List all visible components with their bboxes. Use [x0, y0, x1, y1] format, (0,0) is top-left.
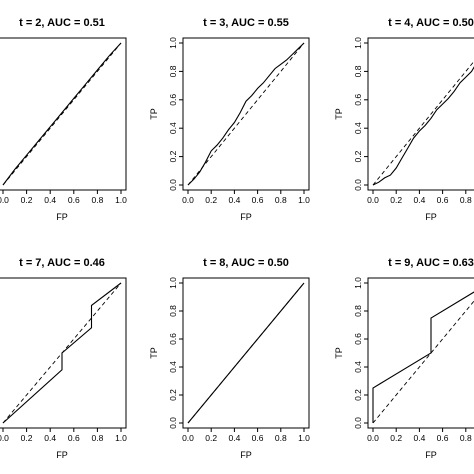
x-tick-label: 0.2	[205, 433, 217, 443]
x-tick-label: 0.4	[44, 433, 56, 443]
x-tick-label: 0.4	[413, 433, 425, 443]
x-tick-label: 0.6	[437, 433, 449, 443]
x-tick-label: 0.0	[182, 195, 194, 205]
x-tick-label: 0.2	[21, 433, 33, 443]
roc-curve-line	[2, 282, 122, 424]
y-tick-label: 0.6	[353, 94, 363, 106]
roc-curve-line	[2, 42, 122, 186]
x-tick-label: 0.8	[460, 433, 472, 443]
x-tick-label: 0.0	[367, 433, 379, 443]
y-tick-label: 0.8	[353, 65, 363, 77]
x-tick-label: 0.8	[91, 433, 103, 443]
plot-title: t = 7, AUC = 0.46	[19, 257, 105, 269]
plot-frame	[367, 37, 474, 191]
plot-frame	[182, 277, 310, 429]
plot-title: t = 3, AUC = 0.55	[203, 17, 289, 29]
x-tick-label: 0.2	[21, 195, 33, 205]
plot-title: t = 4, AUC = 0.50	[388, 17, 474, 29]
roc-curve-line	[372, 66, 474, 186]
y-tick-label: 0.8	[168, 305, 178, 317]
plot-frame	[0, 277, 127, 429]
x-axis-label: FP	[56, 212, 68, 222]
x-tick-label: 0.8	[460, 195, 472, 205]
y-tick-label: 0.4	[353, 122, 363, 134]
x-tick-label: 0.6	[437, 195, 449, 205]
x-tick-label: 0.2	[205, 195, 217, 205]
x-tick-label: 0.0	[367, 195, 379, 205]
reference-diagonal-line	[372, 300, 474, 424]
y-tick-label: 0.0	[168, 179, 178, 191]
reference-diagonal-line	[2, 282, 122, 424]
x-axis-label: FP	[56, 450, 68, 460]
y-tick-label: 1.0	[168, 277, 178, 289]
roc-panel: t = 2, AUC = 0.51 0.0 0.2 0.4 0.6 0.8 1.0 FP	[0, 17, 127, 222]
reference-diagonal-line	[187, 42, 305, 186]
x-tick-label: 0.8	[91, 195, 103, 205]
x-tick-label: 1.0	[298, 195, 310, 205]
y-tick-label: 0.8	[353, 305, 363, 317]
x-tick-label: 1.0	[298, 433, 310, 443]
plot-title: t = 2, AUC = 0.51	[19, 17, 105, 29]
y-tick-label: 0.4	[168, 122, 178, 134]
y-tick-label: 0.2	[168, 389, 178, 401]
x-tick-label: 0.6	[68, 433, 80, 443]
reference-diagonal-line	[372, 60, 474, 186]
reference-diagonal-line	[187, 282, 305, 424]
y-tick-label: 0.2	[353, 389, 363, 401]
x-tick-label: 1.0	[115, 433, 127, 443]
x-tick-label: 0.6	[252, 195, 264, 205]
y-tick-label: 0.0	[353, 417, 363, 429]
x-tick-label: 0.0	[0, 433, 9, 443]
x-tick-label: 0.4	[44, 195, 56, 205]
plot-frame	[182, 37, 310, 191]
y-tick-label: 0.6	[353, 333, 363, 345]
x-tick-label: 0.0	[0, 195, 9, 205]
roc-panel: t = 7, AUC = 0.46 0.0 0.2 0.4 0.6 0.8 1.0 FP	[0, 257, 127, 460]
y-axis-label: TP	[334, 347, 344, 359]
y-axis-label: TP	[334, 108, 344, 120]
x-axis-label: FP	[240, 212, 252, 222]
reference-diagonal-line	[2, 42, 122, 186]
y-tick-label: 1.0	[353, 277, 363, 289]
x-tick-label: 0.8	[275, 433, 287, 443]
y-tick-label: 0.6	[168, 94, 178, 106]
y-axis-label: TP	[149, 347, 159, 359]
y-tick-label: 0.8	[168, 65, 178, 77]
plot-frame	[0, 37, 127, 191]
x-tick-label: 0.4	[228, 195, 240, 205]
plot-frame	[367, 277, 474, 429]
x-axis-label: FP	[425, 450, 437, 460]
x-tick-label: 0.2	[390, 433, 402, 443]
x-tick-label: 1.0	[115, 195, 127, 205]
x-axis-label: FP	[425, 212, 437, 222]
x-tick-label: 0.0	[182, 433, 194, 443]
x-tick-label: 0.4	[413, 195, 425, 205]
roc-panel: t = 4, AUC = 0.50 0.0 0.2 0.4 0.6 0.8 0.0 0.2 0.…	[334, 17, 474, 222]
roc-curve-line	[372, 291, 474, 423]
y-axis-label: TP	[149, 108, 159, 120]
y-tick-label: 0.0	[168, 417, 178, 429]
y-tick-label: 1.0	[353, 37, 363, 49]
roc-panel: t = 9, AUC = 0.63 0.0 0.2 0.4 0.6 0.8 0.0 0.2 0.…	[334, 257, 474, 460]
y-tick-label: 0.0	[353, 179, 363, 191]
plot-title: t = 9, AUC = 0.63	[388, 257, 474, 269]
plot-title: t = 8, AUC = 0.50	[203, 257, 289, 269]
x-axis-label: FP	[240, 450, 252, 460]
y-tick-label: 1.0	[168, 37, 178, 49]
y-tick-label: 0.4	[168, 361, 178, 373]
x-tick-label: 0.4	[228, 433, 240, 443]
y-tick-label: 0.2	[168, 150, 178, 162]
roc-curve-line	[187, 42, 305, 186]
y-tick-label: 0.2	[353, 150, 363, 162]
y-tick-label: 0.6	[168, 333, 178, 345]
x-tick-label: 0.2	[390, 195, 402, 205]
x-tick-label: 0.6	[252, 433, 264, 443]
x-tick-label: 0.8	[275, 195, 287, 205]
roc-panel: t = 3, AUC = 0.55 0.0 0.2 0.4 0.6 0.8 1.0 0.0 0.…	[149, 17, 310, 222]
roc-panel: t = 8, AUC = 0.50 0.0 0.2 0.4 0.6 0.8 1.0 0.0 0.…	[149, 257, 310, 460]
x-tick-label: 0.6	[68, 195, 80, 205]
y-tick-label: 0.4	[353, 361, 363, 373]
